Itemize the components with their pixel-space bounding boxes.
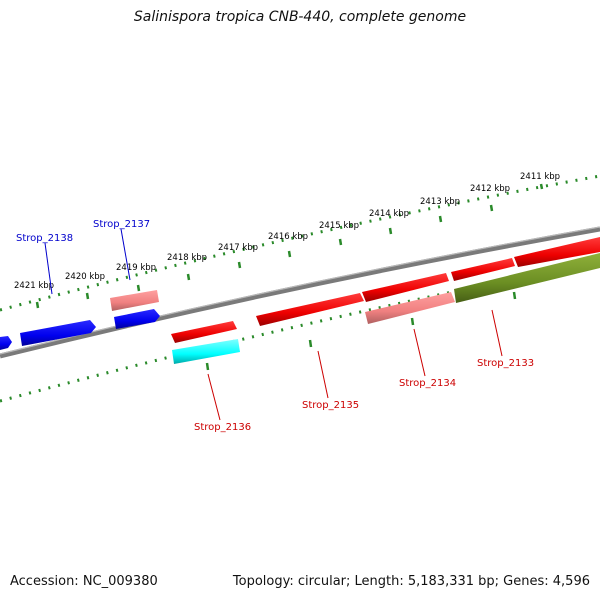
- genome-stats-text: Topology: circular; Length: 5,183,331 bp…: [232, 574, 590, 589]
- ruler-label-2421: 2421 kbp: [14, 281, 54, 291]
- gene-strop-2136[interactable]: [171, 321, 237, 343]
- ruler-label-2414: 2414 kbp: [369, 209, 409, 219]
- ruler-label-2419: 2419 kbp: [116, 263, 156, 273]
- label-strop-2137[interactable]: Strop_2137: [93, 219, 150, 230]
- accession-text: Accession: NC_009380: [10, 574, 158, 589]
- ruler-label-2412: 2412 kbp: [470, 184, 510, 194]
- label-strop-2133[interactable]: Strop_2133: [477, 358, 534, 369]
- ruler-label-2416: 2416 kbp: [268, 232, 308, 242]
- gene-forward-3[interactable]: [451, 258, 515, 281]
- label-strop-2138[interactable]: Strop_2138: [16, 233, 73, 244]
- reverse-genes: [0, 309, 160, 350]
- outer-ruler-ticks: [35, 183, 544, 309]
- label-leaders: [44, 228, 503, 421]
- label-strop-2134[interactable]: Strop_2134: [399, 378, 456, 389]
- forward-genes: [171, 237, 600, 343]
- gene-strop-2134[interactable]: [365, 292, 455, 324]
- gene-strop-2135[interactable]: [256, 293, 364, 326]
- pseudo-genes: [110, 290, 455, 324]
- feature-strop-2133[interactable]: [454, 253, 600, 303]
- ruler-label-2417: 2417 kbp: [218, 243, 258, 253]
- gene-strop-2137-pseudo[interactable]: [110, 290, 159, 311]
- ruler-label-2420: 2420 kbp: [65, 272, 105, 282]
- label-strop-2136[interactable]: Strop_2136: [194, 422, 251, 433]
- inner-ruler-ticks: [205, 291, 517, 371]
- ruler-label-2413: 2413 kbp: [420, 197, 460, 207]
- ruler-label-2418: 2418 kbp: [167, 253, 207, 263]
- gene-reverse-edge[interactable]: [0, 336, 12, 350]
- gene-forward-4[interactable]: [514, 237, 600, 267]
- map-title: Salinispora tropica CNB-440, complete ge…: [133, 9, 467, 25]
- ruler-label-2415: 2415 kbp: [319, 221, 359, 231]
- gene-labels: Strop_2138 Strop_2137 Strop_2136 Strop_2…: [16, 219, 534, 433]
- gene-strop-2138[interactable]: [20, 320, 96, 346]
- label-strop-2135[interactable]: Strop_2135: [302, 400, 359, 411]
- genome-backbone: [0, 226, 600, 359]
- gene-forward-2[interactable]: [362, 273, 449, 302]
- ruler-labels: 2411 kbp 2412 kbp 2413 kbp 2414 kbp 2415…: [14, 172, 560, 291]
- ruler-label-2411: 2411 kbp: [520, 172, 560, 182]
- rna-strop-2136[interactable]: [172, 339, 240, 364]
- gene-strop-2137[interactable]: [114, 309, 160, 329]
